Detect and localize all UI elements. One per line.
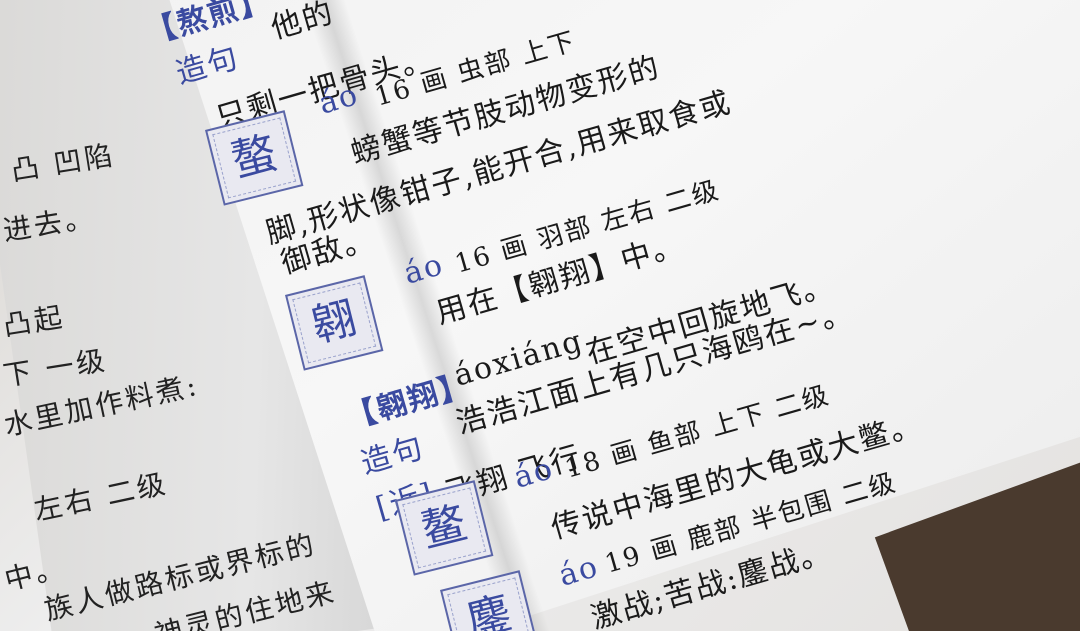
dictionary-photo: 凸 凹陷 进去。 凸起 下 一级 水里加作料煮: 左右 二级 中。 族人做路标或… [0,0,1080,631]
